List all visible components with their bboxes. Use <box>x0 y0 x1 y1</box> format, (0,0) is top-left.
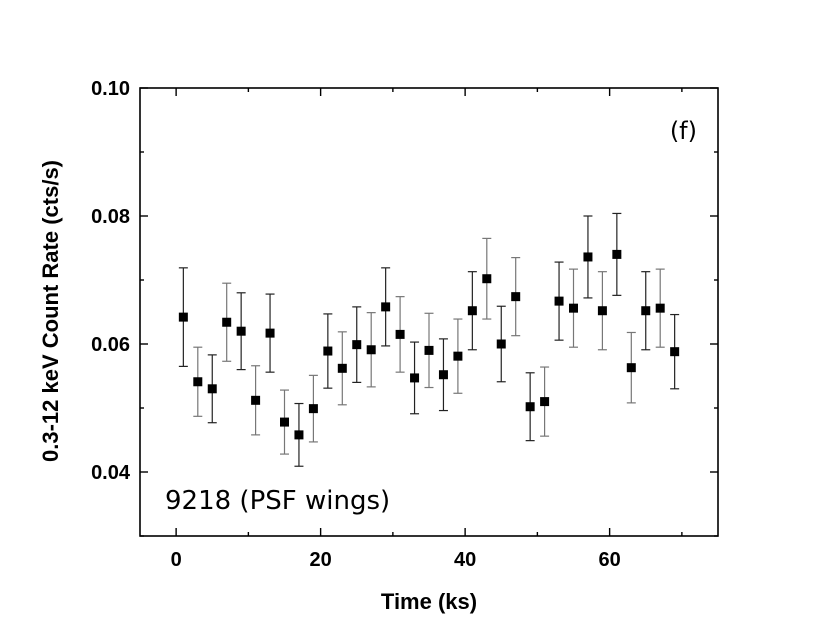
data-point <box>265 293 275 373</box>
data-marker <box>337 363 347 373</box>
y-tick-label: 0.08 <box>91 206 130 228</box>
data-points <box>178 212 680 467</box>
data-point <box>641 271 651 351</box>
data-point <box>583 215 593 299</box>
data-point <box>337 331 347 406</box>
data-point <box>193 346 203 417</box>
data-point <box>308 374 318 443</box>
observation-label: 9218 (PSF wings) <box>165 486 390 516</box>
axes: 0.04 0.06 0.08 0.10 0 20 40 60 <box>91 78 719 571</box>
data-marker <box>323 346 333 356</box>
data-marker <box>280 417 289 427</box>
y-axis-title: 0.3-12 keV Count Rate (cts/s) <box>38 160 63 462</box>
data-point <box>453 318 463 394</box>
data-point <box>612 212 622 296</box>
data-point <box>236 292 246 371</box>
data-marker <box>670 347 680 357</box>
data-point <box>178 267 188 367</box>
panel-label: (f) <box>670 117 697 145</box>
data-point <box>655 268 665 348</box>
data-marker <box>424 345 434 355</box>
data-point <box>496 305 506 383</box>
data-marker <box>265 328 275 338</box>
data-point <box>294 402 304 467</box>
data-point <box>222 282 232 362</box>
data-point <box>438 338 448 412</box>
data-marker <box>410 373 420 383</box>
y-tick-label: 0.06 <box>91 334 130 356</box>
data-marker <box>193 377 203 387</box>
data-marker <box>207 384 217 394</box>
data-point <box>554 261 564 341</box>
x-tick-label: 0 <box>171 549 182 571</box>
plot-frame <box>139 87 719 537</box>
x-tick-label: 40 <box>454 549 476 571</box>
data-marker <box>655 303 665 313</box>
data-point <box>352 306 362 383</box>
data-point <box>410 341 420 415</box>
x-tick-label: 20 <box>310 549 332 571</box>
x-axis-title: Time (ks) <box>381 589 477 614</box>
y-tick-label: 0.04 <box>91 462 131 484</box>
data-point <box>280 389 289 455</box>
data-marker <box>438 370 448 380</box>
data-marker <box>540 397 550 407</box>
data-marker <box>525 402 535 412</box>
data-point <box>670 313 680 390</box>
y-tick-label: 0.10 <box>91 78 130 100</box>
data-marker <box>496 339 506 349</box>
data-marker <box>453 351 463 361</box>
data-marker <box>597 306 607 316</box>
data-point <box>424 312 434 389</box>
data-marker <box>366 345 376 355</box>
data-point <box>395 296 405 373</box>
data-marker <box>482 274 492 284</box>
data-marker <box>626 363 636 373</box>
data-marker <box>612 249 622 259</box>
data-marker <box>641 306 651 316</box>
data-point <box>597 271 607 351</box>
data-marker <box>554 296 564 306</box>
data-point <box>626 331 636 404</box>
data-marker <box>294 430 304 440</box>
data-point <box>540 366 550 437</box>
data-point <box>569 268 578 348</box>
data-marker <box>569 303 578 313</box>
data-marker <box>395 329 405 339</box>
data-point <box>251 365 261 436</box>
data-point <box>467 271 477 351</box>
x-tick-label: 60 <box>599 549 621 571</box>
data-point <box>511 257 521 337</box>
data-marker <box>222 317 232 327</box>
data-marker <box>381 302 391 312</box>
data-point <box>381 267 391 347</box>
data-marker <box>251 395 261 405</box>
data-marker <box>583 252 593 262</box>
data-point <box>482 237 492 320</box>
data-point <box>525 372 535 442</box>
data-point <box>323 313 333 389</box>
data-marker <box>236 326 246 336</box>
data-marker <box>352 340 362 350</box>
data-marker <box>511 292 521 302</box>
data-point <box>207 354 217 424</box>
data-marker <box>467 306 477 316</box>
data-marker <box>308 404 318 414</box>
data-marker <box>178 312 188 322</box>
data-point <box>366 312 376 388</box>
